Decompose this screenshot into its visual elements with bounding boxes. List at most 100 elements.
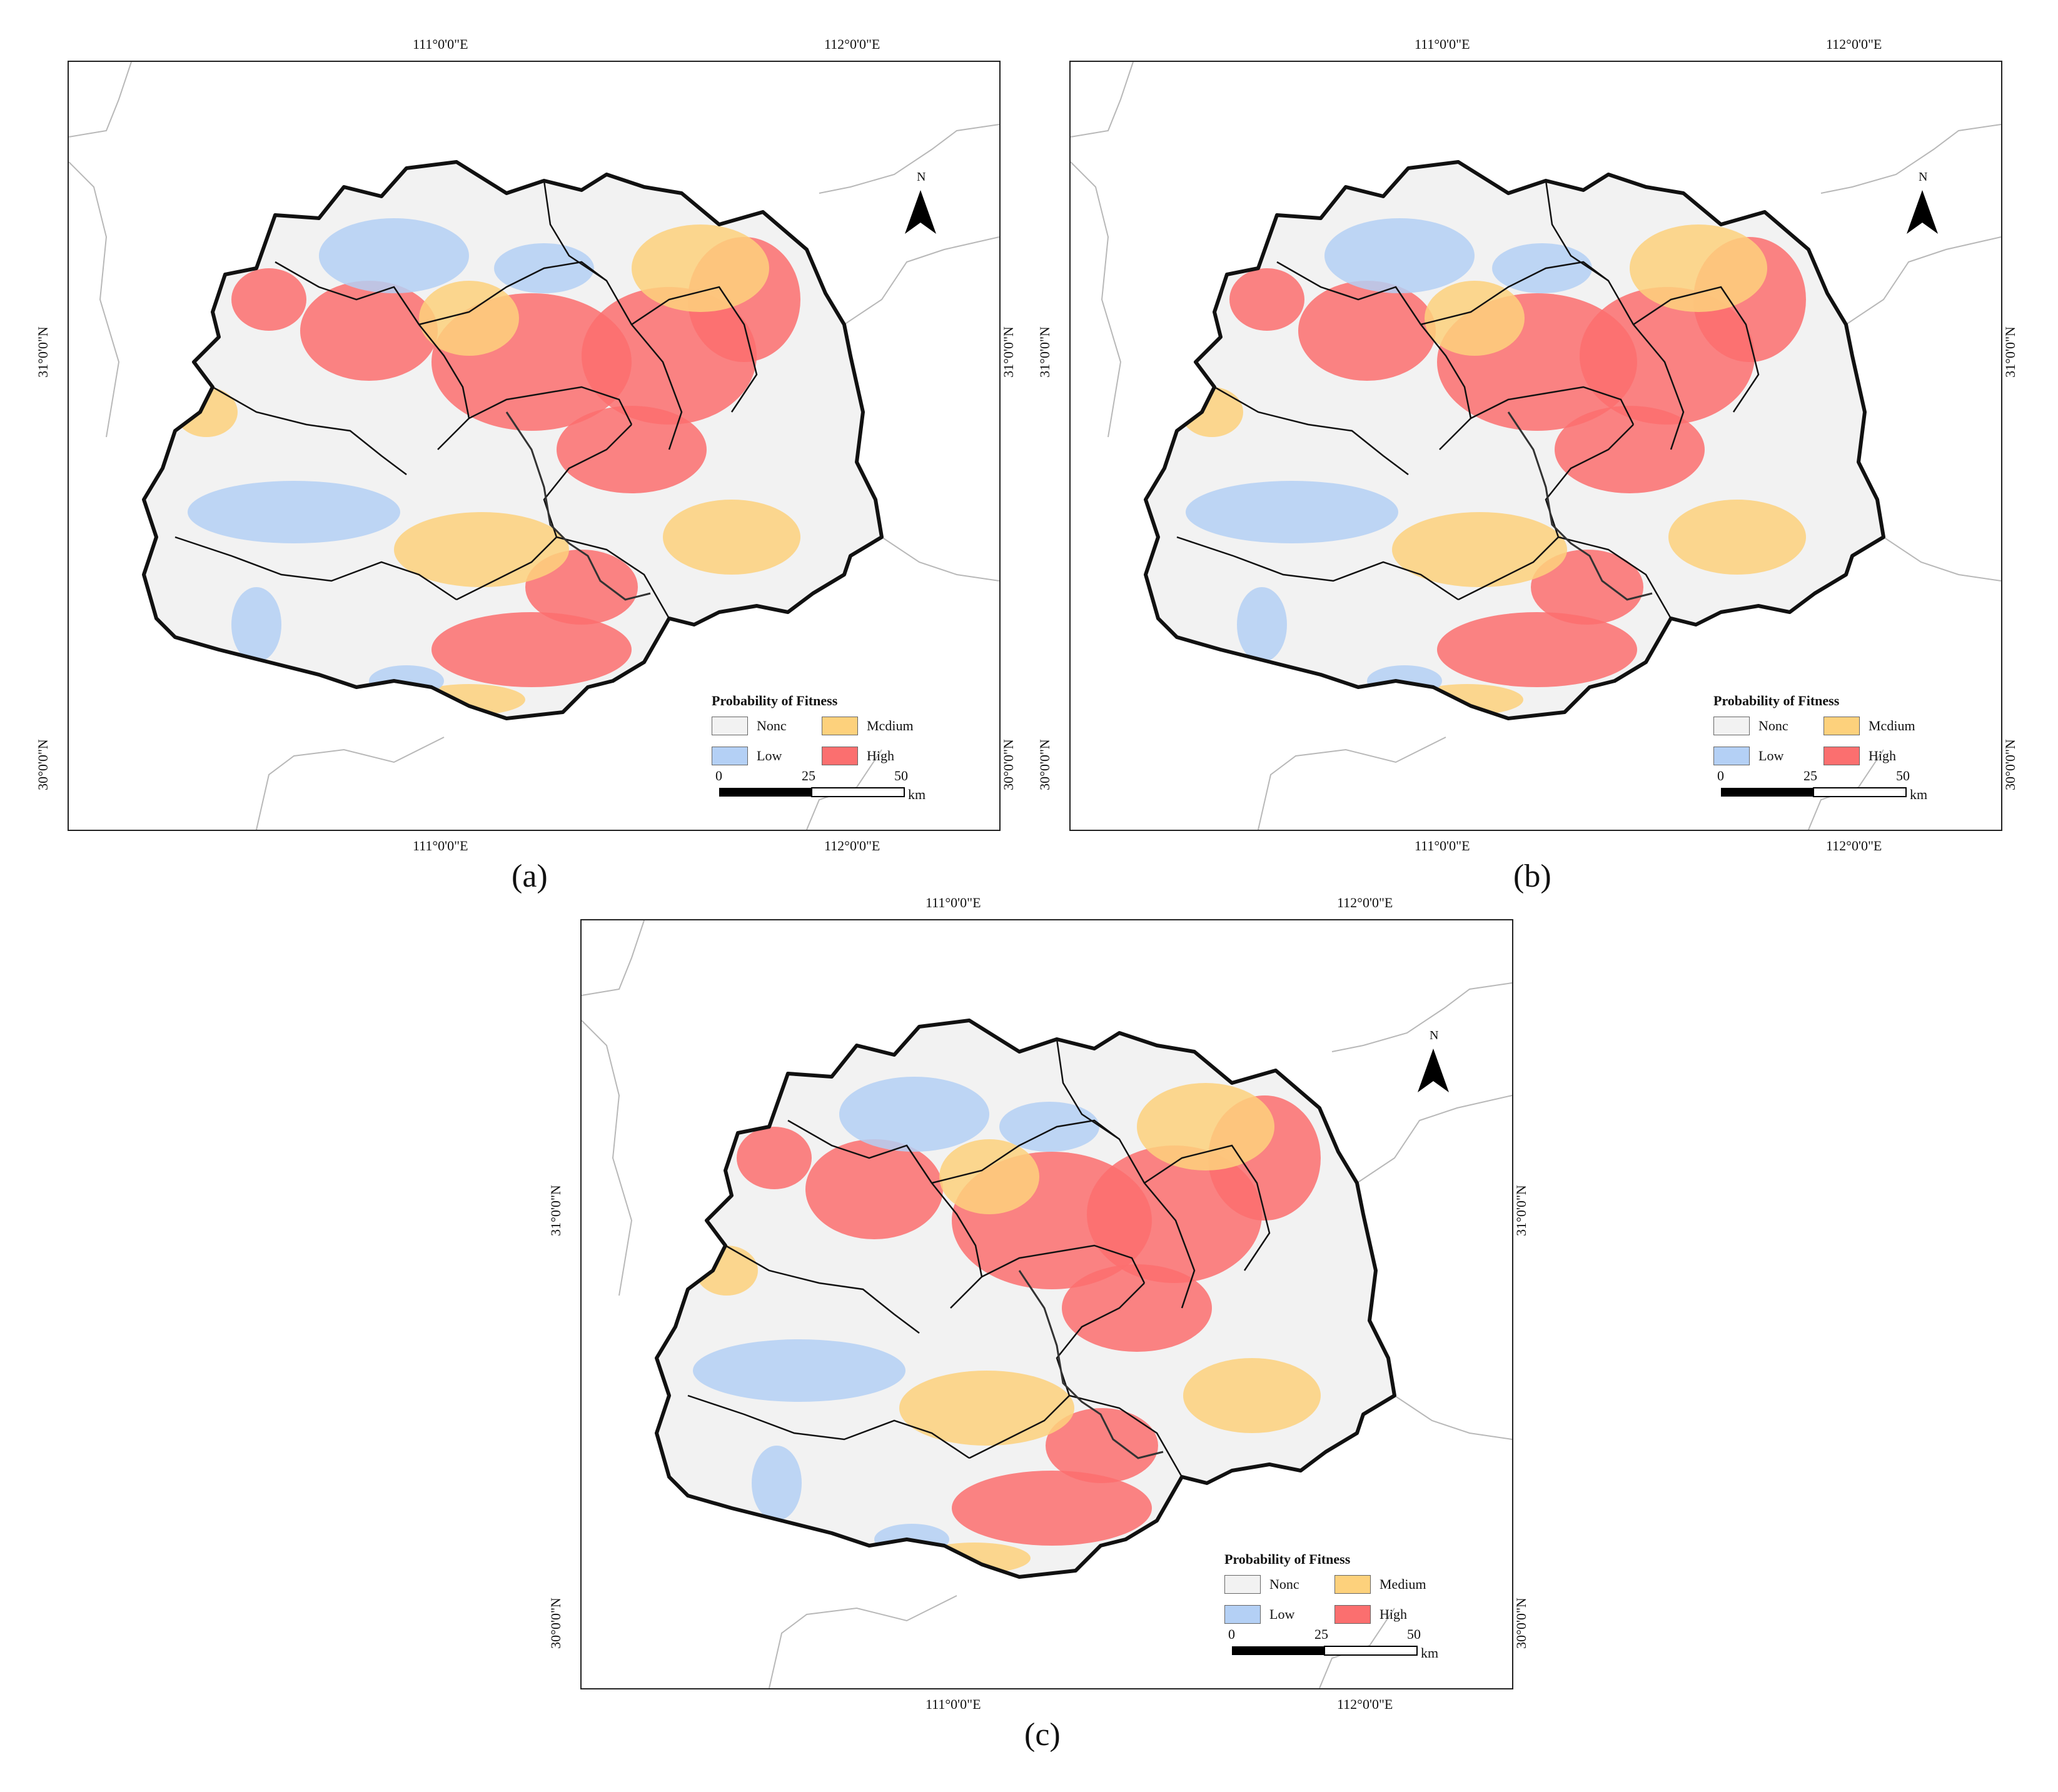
swatch-medium bbox=[1334, 1575, 1371, 1594]
county-boundary bbox=[1069, 1394, 1183, 1477]
river bbox=[505, 411, 651, 601]
suitability-zone-low bbox=[231, 587, 281, 662]
lon-112-bottom: 112°0'0"E bbox=[824, 838, 880, 853]
county-boundary bbox=[418, 261, 607, 326]
suitability-zone-high bbox=[952, 1471, 1152, 1546]
legend-item-high: High bbox=[822, 745, 894, 767]
county-boundary bbox=[556, 536, 670, 619]
lon-111-bottom: 111°0'0"E bbox=[926, 1696, 981, 1712]
neighbor-boundary bbox=[1820, 124, 2001, 194]
swatch-high bbox=[822, 747, 858, 765]
suitability-zone-medium bbox=[1183, 1358, 1321, 1433]
study-area-outline bbox=[1144, 160, 1885, 720]
county-boundary bbox=[174, 536, 457, 601]
neighbor-boundary bbox=[69, 62, 132, 138]
county-boundary bbox=[931, 1119, 1120, 1184]
neighbor-boundary bbox=[1356, 1095, 1512, 1184]
lon-112-bottom: 112°0'0"E bbox=[1337, 1696, 1393, 1712]
neighbor-boundary bbox=[1331, 982, 1512, 1052]
suitability-zone-high bbox=[1298, 281, 1436, 381]
swatch-high bbox=[1334, 1605, 1371, 1624]
map-frame-b: N bbox=[1069, 61, 2002, 831]
county-boundary bbox=[1176, 536, 1459, 601]
swatch-none bbox=[712, 717, 748, 735]
suitability-zone-low bbox=[1492, 243, 1592, 293]
scale-bar-graphic bbox=[1721, 787, 1907, 797]
suitability-zone-medium bbox=[1137, 1083, 1274, 1170]
suitability-zone-high bbox=[1046, 1408, 1158, 1483]
scale-bar-b: 0 25 50 km bbox=[1717, 768, 1928, 802]
lat-31-left: 31°0'0"N bbox=[547, 1185, 563, 1236]
swatch-none bbox=[1224, 1575, 1261, 1594]
neighbor-boundary bbox=[69, 161, 120, 438]
lat-31-right: 31°0'0"N bbox=[2002, 326, 2018, 378]
lon-111-bottom: 111°0'0"E bbox=[413, 838, 468, 853]
map-frame-c: N bbox=[580, 919, 1513, 1689]
caption-c: (c) bbox=[1024, 1717, 1061, 1753]
suitability-zone-medium bbox=[1392, 512, 1567, 587]
county-boundary bbox=[631, 286, 758, 413]
neighbor-boundary bbox=[1394, 1395, 1512, 1440]
map-c bbox=[582, 920, 1512, 1688]
swatch-low bbox=[1713, 747, 1750, 765]
north-arrow-c: N bbox=[1415, 1029, 1452, 1102]
lat-30-right: 30°0'0"N bbox=[2002, 739, 2018, 790]
swatch-low bbox=[712, 747, 748, 765]
north-arrow-b: N bbox=[1904, 170, 1941, 243]
county-boundary bbox=[1558, 536, 1672, 619]
study-area-outline bbox=[655, 1019, 1396, 1579]
north-label: N bbox=[1919, 170, 1928, 184]
suitability-zone-high bbox=[557, 406, 707, 493]
neighbor-boundary bbox=[1071, 161, 1122, 438]
suitability-zone-high bbox=[1229, 268, 1304, 331]
suitability-zone-medium bbox=[175, 387, 238, 437]
neighbor-boundary bbox=[819, 124, 999, 194]
suitability-zone-low bbox=[693, 1339, 905, 1402]
suitability-zone-medium bbox=[1411, 684, 1523, 715]
lat-31-left: 31°0'0"N bbox=[34, 326, 51, 378]
neighbor-boundary bbox=[881, 536, 999, 581]
suitability-zone-medium bbox=[918, 1543, 1031, 1574]
legend-item-low: Low bbox=[712, 745, 782, 767]
legend-item-high: High bbox=[1823, 745, 1896, 767]
legend-title: Probability of Fitness bbox=[1713, 693, 1840, 708]
caption-b: (b) bbox=[1513, 858, 1551, 894]
county-boundary bbox=[456, 424, 632, 601]
lon-111-top: 111°0'0"E bbox=[413, 36, 468, 52]
neighbor-boundary bbox=[844, 236, 999, 325]
suitability-zone-high bbox=[1437, 612, 1637, 687]
neighbor-boundary bbox=[582, 1020, 633, 1296]
swatch-low bbox=[1224, 1605, 1261, 1624]
suitability-zone-high bbox=[300, 281, 438, 381]
neighbor-boundary bbox=[1845, 236, 2001, 325]
lat-30-right: 30°0'0"N bbox=[1513, 1598, 1529, 1649]
county-boundary bbox=[981, 1244, 1146, 1284]
suitability-zone-medium bbox=[663, 500, 800, 575]
suitability-zone-high bbox=[431, 612, 632, 687]
suitability-zone-low bbox=[1324, 218, 1475, 293]
county-boundary bbox=[1470, 386, 1635, 425]
lon-112-bottom: 112°0'0"E bbox=[1826, 838, 1882, 853]
county-boundary bbox=[468, 386, 633, 425]
swatch-medium bbox=[1823, 717, 1860, 735]
north-label: N bbox=[1430, 1029, 1439, 1042]
county-boundary bbox=[725, 1244, 920, 1334]
suitability-zone-medium bbox=[899, 1371, 1074, 1446]
north-arrow-icon bbox=[1418, 1049, 1449, 1092]
legend-item-none: Nonc bbox=[1713, 715, 1788, 737]
neighbor-boundary bbox=[1883, 536, 2001, 581]
scale-bar-graphic bbox=[1232, 1646, 1418, 1656]
map-frame-a: N bbox=[68, 61, 1001, 831]
suitability-zone-high bbox=[1062, 1264, 1212, 1352]
lon-111-top: 111°0'0"E bbox=[926, 895, 981, 910]
county-boundary bbox=[1144, 1144, 1271, 1271]
swatch-medium bbox=[822, 717, 858, 735]
suitability-zone-low bbox=[999, 1102, 1099, 1152]
neighbor-boundary bbox=[769, 1595, 957, 1688]
lat-30-left: 30°0'0"N bbox=[547, 1598, 563, 1649]
river bbox=[1507, 411, 1653, 601]
study-area-outline bbox=[142, 160, 884, 720]
suitability-zone-high bbox=[1555, 406, 1705, 493]
lon-112-top: 112°0'0"E bbox=[824, 36, 880, 52]
swatch-none bbox=[1713, 717, 1750, 735]
